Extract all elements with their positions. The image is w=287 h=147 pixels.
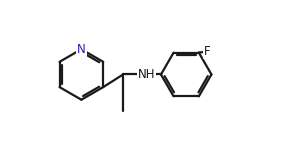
Text: NH: NH	[138, 68, 155, 81]
Text: F: F	[204, 45, 211, 58]
Text: N: N	[77, 43, 86, 56]
